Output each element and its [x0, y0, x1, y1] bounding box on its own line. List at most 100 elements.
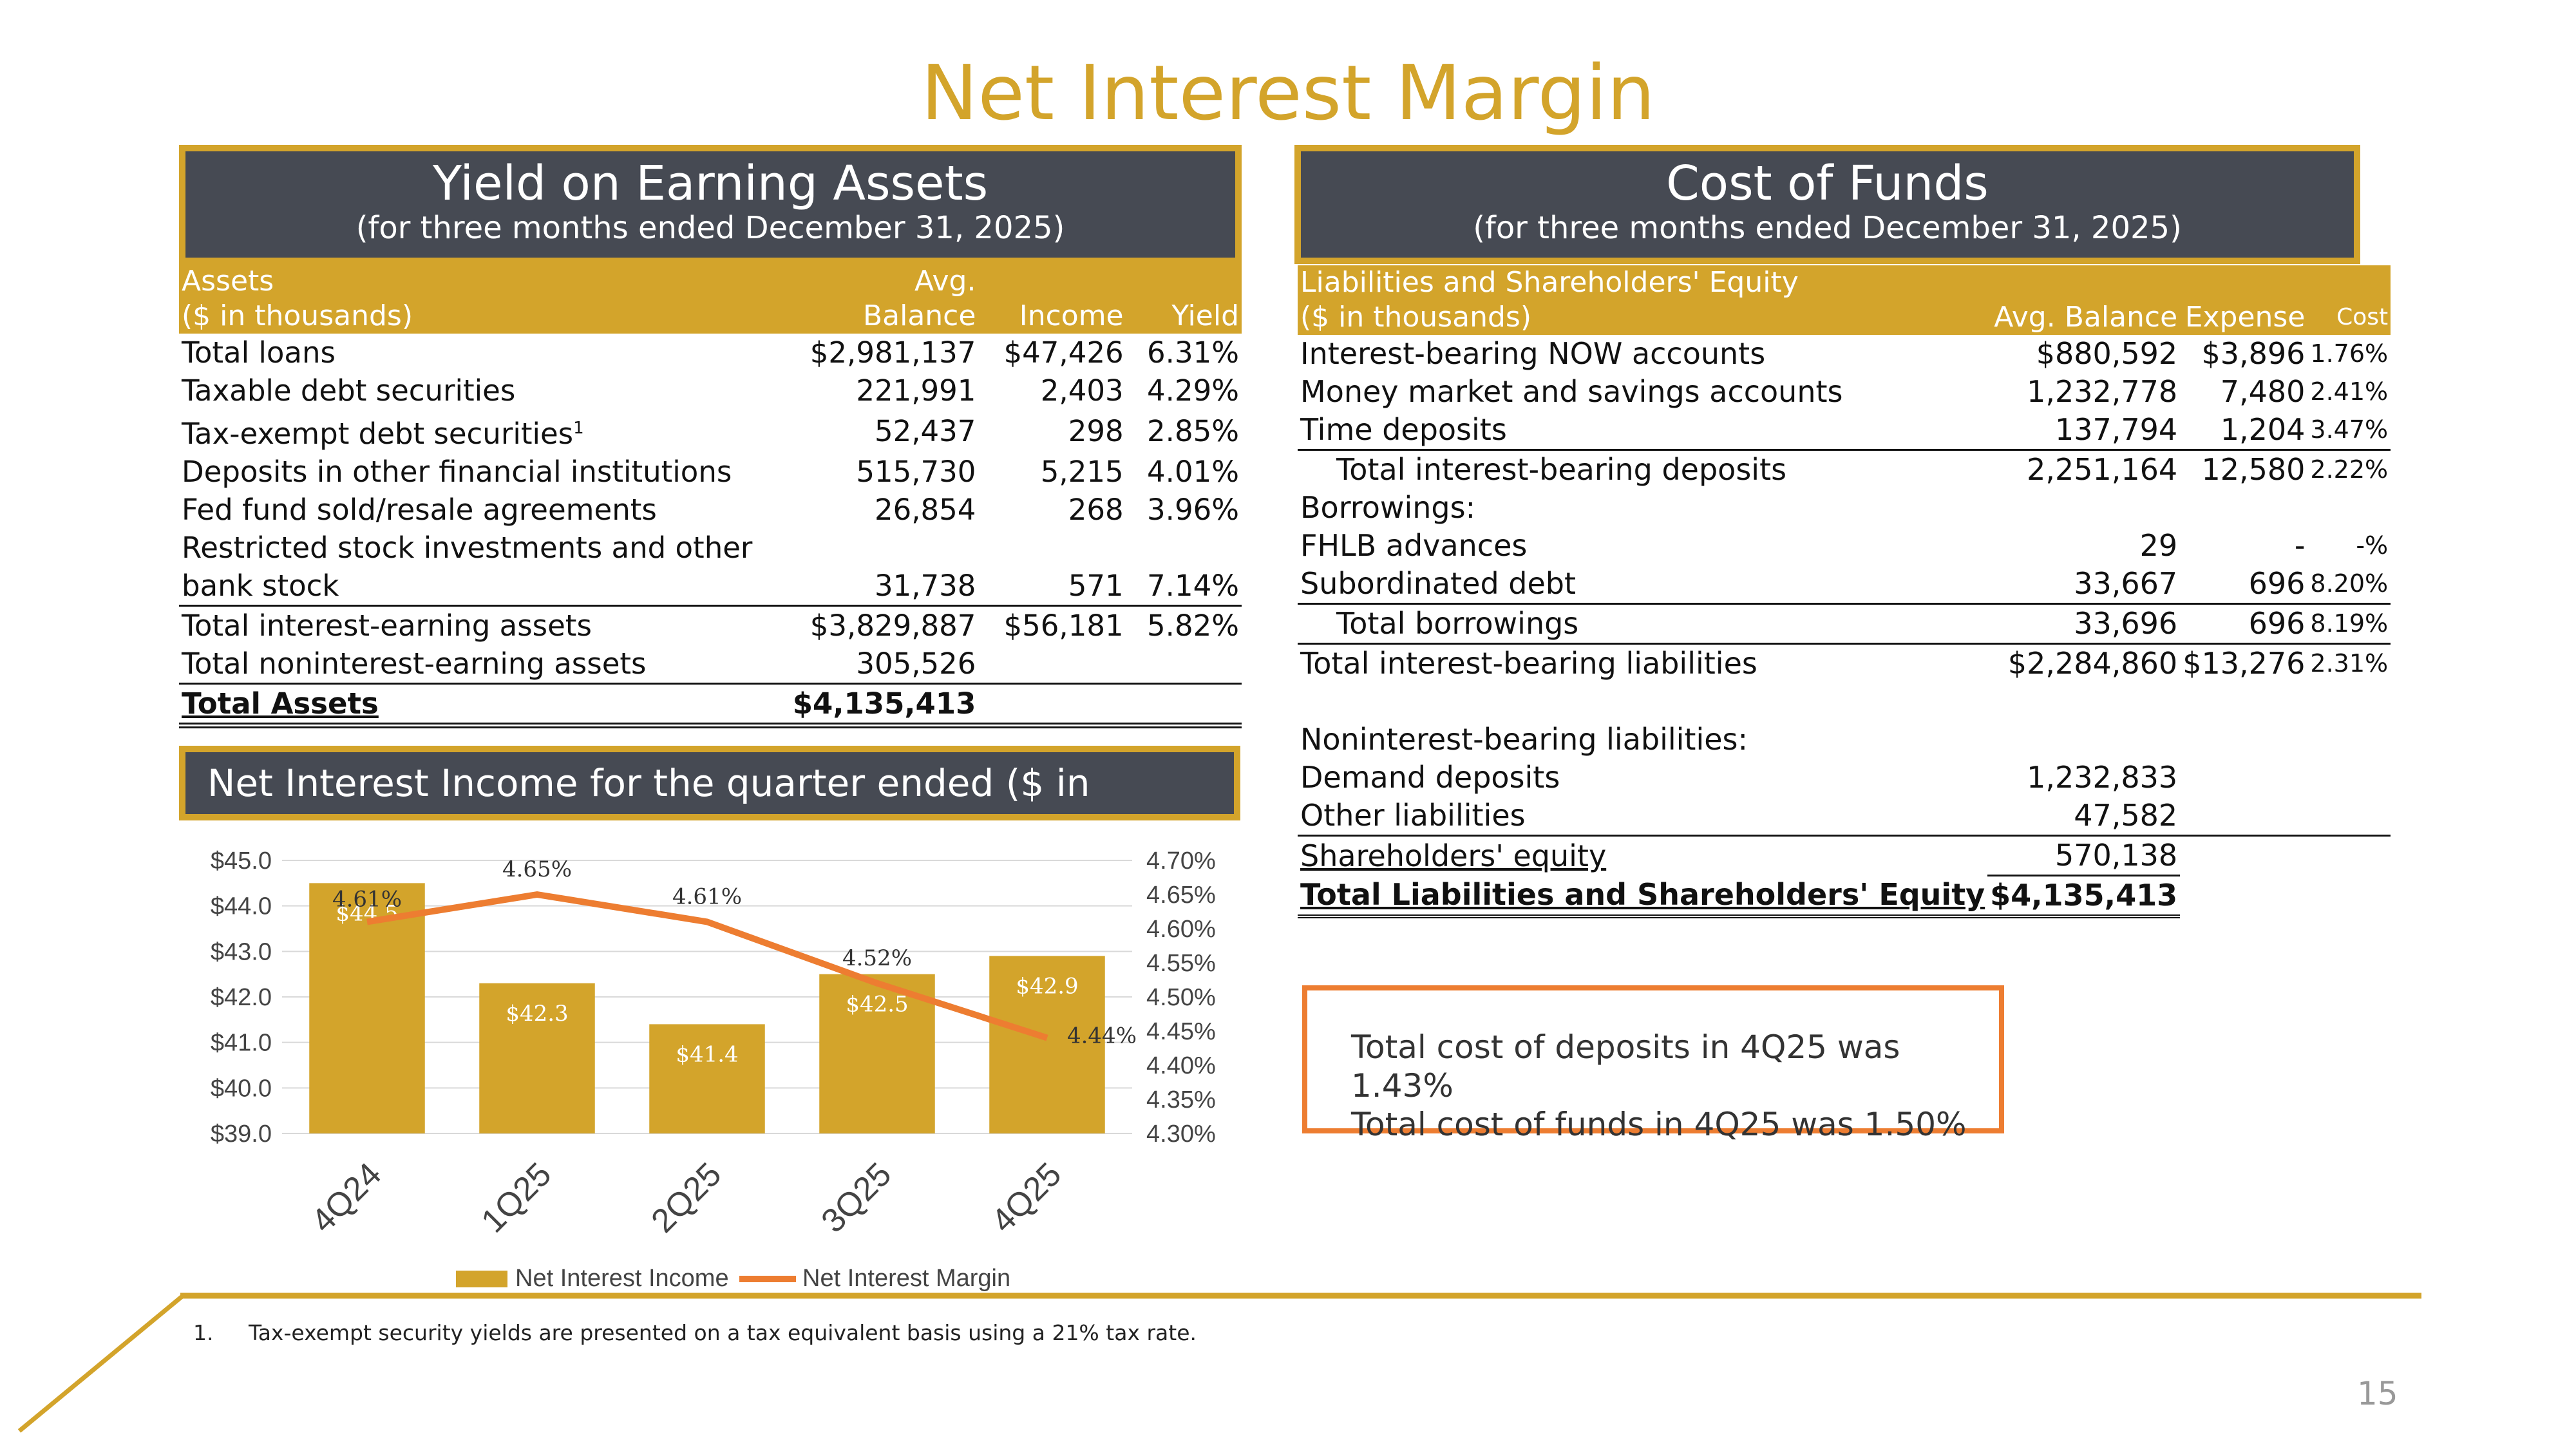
page-number: 15 — [2357, 1375, 2398, 1412]
row-balance: $2,981,137 — [810, 336, 976, 370]
callout-line-deposits: Total cost of deposits in 4Q25 was 1.43% — [1351, 1028, 1900, 1104]
chart-panel-header: Net Interest Income for the quarter ende… — [179, 746, 1240, 867]
row-income: $56,181 — [978, 605, 1126, 645]
row-label: Time deposits — [1300, 412, 1507, 447]
x-category-label: 2Q25 — [644, 1155, 728, 1240]
row-label: Total borrowings — [1336, 606, 1579, 641]
table-row: Shareholders' equity 570,138 — [1298, 835, 2391, 876]
legend-label-bar: Net Interest Income — [515, 1265, 729, 1292]
x-category-label: 4Q24 — [304, 1155, 388, 1240]
bar-value-label: $42.9 — [1016, 973, 1078, 999]
row-balance: 2,251,164 — [2027, 452, 2178, 487]
yield-table: Assets ($ in thousands) Avg. Balance Incom… — [179, 264, 1242, 728]
row-balance: 33,696 — [2074, 606, 2178, 641]
yield-col-income: Income — [978, 264, 1126, 334]
row-income: 5,215 — [1040, 455, 1124, 489]
cost-col-cost: Cost — [2307, 265, 2391, 335]
row-label: Subordinated debt — [1300, 566, 1577, 601]
table-row: Total interest-earning assets $3,829,887… — [179, 605, 1242, 645]
table-row: Total noninterest-earning assets 305,526 — [179, 645, 1242, 684]
row-balance: 47,582 — [2074, 798, 2178, 833]
y-right-tick-label: 4.70% — [1146, 848, 1216, 875]
y-right-tick-label: 4.35% — [1146, 1086, 1216, 1113]
row-label: Noninterest-bearing liabilities: — [1300, 722, 1748, 757]
footer-decoration — [17, 1293, 2421, 1433]
row-label: Total interest-bearing liabilities — [1300, 646, 1757, 681]
row-balance: 515,730 — [856, 455, 976, 489]
cost-table: Liabilities and Shareholders' Equity ($ i… — [1298, 265, 2391, 918]
bar-2Q25 — [649, 1024, 765, 1133]
row-yield: 4.29% — [1147, 374, 1239, 408]
table-row: Time deposits 137,794 1,204 3.47% — [1298, 411, 2391, 450]
row-cost: 2.22% — [2310, 455, 2389, 484]
row-cost: -% — [2356, 531, 2389, 560]
cost-panel-header: Cost of Funds (for three months ended De… — [1294, 145, 2360, 264]
row-yield: 4.01% — [1147, 455, 1239, 489]
yield-col-assets: Assets — [182, 265, 274, 298]
yield-panel-title: Yield on Earning Assets — [432, 156, 989, 211]
row-income: $47,426 — [1003, 336, 1124, 370]
row-balance: 29 — [2139, 528, 2178, 563]
row-expense: - — [2294, 528, 2306, 563]
row-cost: 2.41% — [2310, 377, 2389, 406]
y-right-tick-label: 4.60% — [1146, 916, 1216, 943]
row-yield: 3.96% — [1147, 493, 1239, 527]
table-row: Total borrowings 33,696 696 8.19% — [1298, 604, 2391, 644]
row-label: Total loans — [182, 336, 336, 370]
table-row: Interest-bearing NOW accounts $880,592 $… — [1298, 335, 2391, 373]
row-label: Deposits in other financial institutions — [182, 455, 732, 489]
row-label: Total noninterest-earning assets — [182, 647, 647, 681]
row-cost: 8.20% — [2310, 569, 2389, 598]
table-row: Fed fund sold/resale agreements 26,854 2… — [179, 491, 1242, 529]
row-label: Total interest-earning assets — [179, 605, 790, 645]
footnote: 1. Tax-exempt security yields are presen… — [193, 1320, 1197, 1345]
y-right-tick-label: 4.40% — [1146, 1052, 1216, 1079]
row-yield: 2.85% — [1147, 414, 1239, 448]
margin-line — [366, 891, 1048, 1041]
y-left-tick-label: $40.0 — [211, 1075, 272, 1102]
row-income: 571 — [1068, 569, 1124, 603]
row-income: 2,403 — [1040, 374, 1124, 408]
y-left-tick-label: $44.0 — [211, 893, 272, 920]
y-right-tick-label: 4.55% — [1146, 950, 1216, 977]
table-row: Borrowings: — [1298, 489, 2391, 527]
row-balance: 26,854 — [874, 493, 976, 527]
row-cost: 3.47% — [2310, 415, 2389, 444]
yield-col-yield: Yield — [1126, 264, 1242, 334]
yield-panel-subtitle: (for three months ended December 31, 202… — [355, 210, 1065, 247]
x-category-label: 3Q25 — [814, 1155, 898, 1240]
row-label: Interest-bearing NOW accounts — [1300, 336, 1766, 371]
row-income: 268 — [1068, 493, 1124, 527]
y-right-tick-label: 4.50% — [1146, 984, 1216, 1011]
row-expense: 12,580 — [2201, 452, 2306, 487]
row-yield: 6.31% — [1147, 336, 1239, 370]
row-expense: $3,896 — [2201, 336, 2306, 371]
row-yield: 7.14% — [1147, 569, 1239, 603]
row-label: FHLB advances — [1300, 528, 1528, 563]
cost-panel-title: Cost of Funds — [1666, 156, 1989, 211]
bar-1Q25 — [479, 983, 595, 1133]
table-row: Restricted stock investments and other ba… — [179, 529, 1242, 606]
y-left-tick-label: $45.0 — [211, 848, 272, 875]
margin-value-label: 4.44% — [1067, 1023, 1137, 1049]
row-label: Tax-exempt debt securities — [182, 417, 574, 451]
row-balance: 31,738 — [874, 569, 976, 603]
row-expense: $13,276 — [2183, 646, 2306, 681]
legend-label-line: Net Interest Margin — [802, 1265, 1010, 1292]
table-row: Total interest-bearing deposits 2,251,16… — [1298, 450, 2391, 489]
row-label: Borrowings: — [1300, 490, 1476, 525]
chart-panel-title: Net Interest Income for the quarter ende… — [207, 761, 1090, 867]
y-left-tick-label: $41.0 — [211, 1030, 272, 1057]
yield-panel-header: Yield on Earning Assets (for three month… — [179, 145, 1242, 264]
bar-value-label: $44.5 — [336, 900, 398, 926]
page-title: Net Interest Margin — [921, 48, 1655, 137]
row-balance: 1,232,833 — [2027, 760, 2178, 795]
row-balance: 33,667 — [2074, 566, 2178, 601]
cost-col-units: ($ in thousands) — [1300, 301, 1531, 334]
row-balance: $880,592 — [2036, 336, 2178, 371]
table-row-total: Total Assets $4,135,413 — [179, 683, 1242, 728]
cost-table-header: Liabilities and Shareholders' Equity ($ i… — [1298, 265, 2391, 335]
spacer-row — [1298, 683, 2391, 721]
cost-col-liabilities: Liabilities and Shareholders' Equity — [1300, 266, 1799, 299]
cost-panel-subtitle: (for three months ended December 31, 202… — [1473, 210, 2182, 247]
